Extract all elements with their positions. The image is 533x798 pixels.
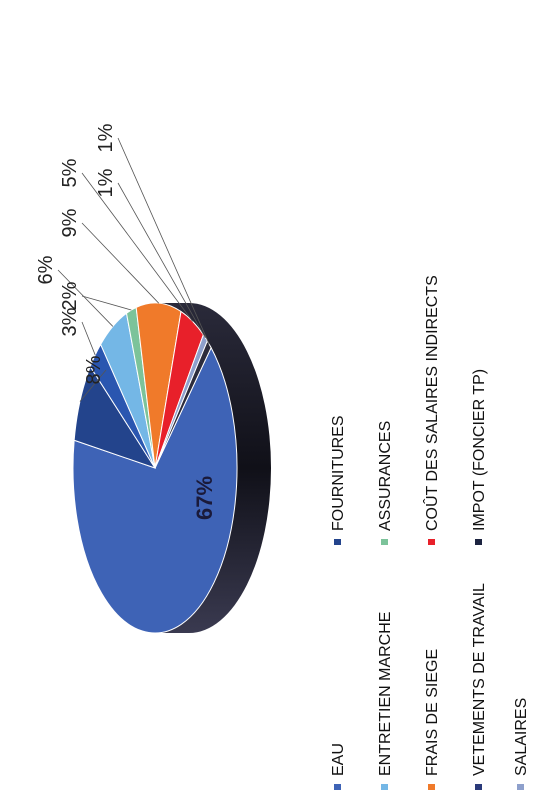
data-label-fournitures: 8% bbox=[83, 355, 105, 384]
label-leader-lines bbox=[57, 137, 210, 402]
data-label-impot-foncier-tp: 1% bbox=[95, 168, 117, 197]
leader-line-co-t-des-salaires-indirects bbox=[81, 222, 160, 304]
legend-item-eau: EAU bbox=[330, 743, 347, 790]
pie-slices bbox=[72, 302, 238, 634]
pie-slice-salaires bbox=[154, 339, 212, 469]
legend-swatch bbox=[475, 784, 482, 790]
leader-line-fournitures bbox=[79, 369, 107, 402]
data-label-eau: 67% bbox=[192, 476, 217, 520]
pie-slice-co-t-des-salaires-indirects bbox=[135, 302, 182, 469]
data-labels: 67% 8%3%6%2% 9% 5% 1% 1% bbox=[35, 123, 217, 520]
pie-slice-eau bbox=[72, 346, 238, 634]
legend-swatch bbox=[381, 539, 388, 545]
legend-label: VETEMENTS DE TRAVAIL bbox=[471, 583, 488, 776]
legend-label: EAU bbox=[330, 743, 347, 776]
legend-item-co-t-des-salaires-indirects: COÛT DES SALAIRES INDIRECTS bbox=[422, 275, 441, 545]
legend-swatch bbox=[428, 784, 435, 790]
data-label-assurances: 6% bbox=[35, 255, 57, 284]
legend-swatch bbox=[334, 539, 341, 545]
pie-side-wall bbox=[155, 303, 271, 633]
legend-swatch bbox=[381, 784, 388, 790]
legend-swatch bbox=[475, 539, 482, 545]
leader-line-assurances bbox=[57, 269, 114, 327]
data-label-frais-de-siege: 2% bbox=[59, 281, 81, 310]
legend: EAU ENTRETIEN MARCHE FRAIS DE SIEGE VETEMEN… bbox=[330, 275, 530, 790]
data-label-vetements-de-travail: 5% bbox=[59, 158, 81, 187]
legend-swatch bbox=[428, 539, 435, 545]
legend-item-fournitures: FOURNITURES bbox=[330, 415, 347, 545]
leader-line-frais-de-siege bbox=[81, 295, 132, 311]
legend-label: ENTRETIEN MARCHE bbox=[377, 612, 394, 776]
pie-3d-side bbox=[155, 303, 271, 633]
legend-label: IMPOT (FONCIER TP) bbox=[471, 369, 488, 531]
legend-label: FOURNITURES bbox=[330, 415, 347, 531]
legend-label: SALAIRES bbox=[513, 698, 530, 776]
legend-label: ASSURANCES bbox=[377, 421, 394, 531]
data-label-salaires: 1% bbox=[95, 123, 117, 152]
legend-swatch bbox=[517, 784, 524, 790]
data-label-entretien-marche: 3% bbox=[59, 307, 81, 336]
legend-swatch bbox=[334, 784, 341, 790]
legend-item-entretien-marche: ENTRETIEN MARCHE bbox=[377, 612, 394, 790]
data-label-co-t-des-salaires-indirects: 9% bbox=[59, 208, 81, 237]
legend-label: FRAIS DE SIEGE bbox=[424, 649, 441, 776]
legend-label: COÛT DES SALAIRES INDIRECTS bbox=[422, 275, 441, 531]
leader-line-entretien-marche bbox=[81, 321, 96, 356]
leader-line-salaires bbox=[117, 137, 210, 345]
legend-item-impot-foncier-tp: IMPOT (FONCIER TP) bbox=[471, 369, 488, 545]
legend-item-vetements-de-travail: VETEMENTS DE TRAVAIL bbox=[471, 583, 488, 790]
leader-line-vetements-de-travail bbox=[81, 172, 193, 322]
leader-line-impot-foncier-tp bbox=[117, 182, 206, 339]
legend-item-frais-de-siege: FRAIS DE SIEGE bbox=[424, 649, 441, 790]
legend-item-assurances: ASSURANCES bbox=[377, 421, 394, 545]
legend-item-salaires: SALAIRES bbox=[513, 698, 530, 790]
